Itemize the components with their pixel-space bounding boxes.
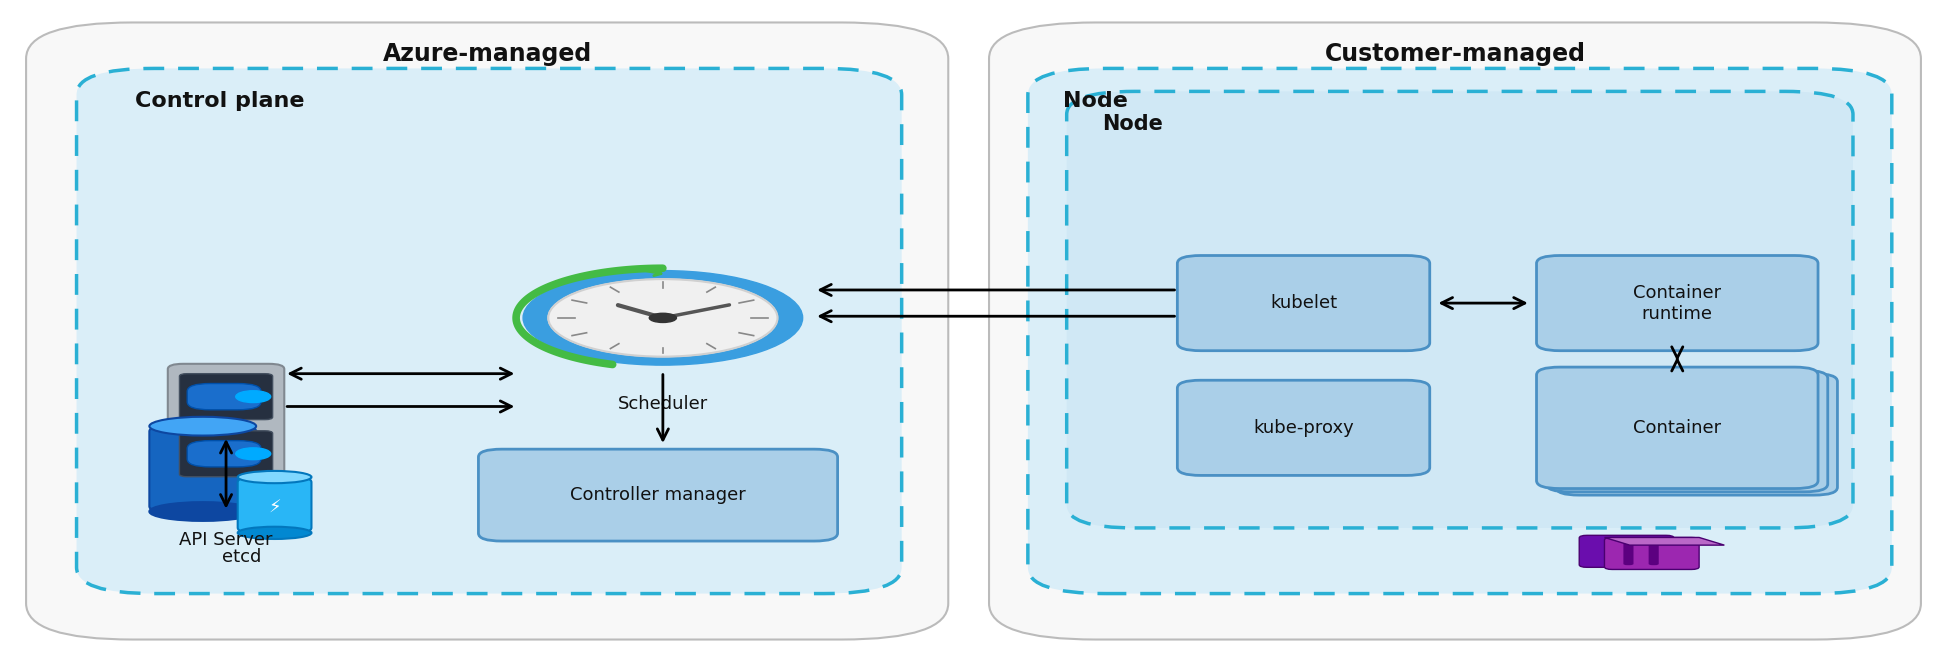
FancyBboxPatch shape: [479, 449, 837, 541]
Text: etcd: etcd: [222, 547, 261, 565]
FancyBboxPatch shape: [989, 23, 1922, 639]
Polygon shape: [1604, 538, 1725, 545]
FancyBboxPatch shape: [1178, 256, 1429, 351]
FancyBboxPatch shape: [1536, 256, 1818, 351]
FancyBboxPatch shape: [25, 23, 948, 639]
Text: Control plane: Control plane: [134, 91, 304, 111]
Text: kube-proxy: kube-proxy: [1254, 419, 1353, 437]
FancyBboxPatch shape: [1536, 367, 1818, 489]
Circle shape: [236, 391, 271, 402]
FancyBboxPatch shape: [1624, 542, 1634, 565]
FancyBboxPatch shape: [150, 426, 257, 512]
Circle shape: [549, 279, 777, 357]
Ellipse shape: [238, 471, 312, 483]
Text: kubelet: kubelet: [1269, 294, 1338, 312]
Ellipse shape: [238, 527, 312, 539]
Text: Controller manager: Controller manager: [570, 486, 746, 504]
FancyBboxPatch shape: [1028, 68, 1892, 594]
Text: Node: Node: [1102, 115, 1162, 134]
FancyBboxPatch shape: [1604, 538, 1700, 569]
FancyBboxPatch shape: [76, 68, 901, 594]
FancyBboxPatch shape: [1579, 536, 1674, 567]
Text: API Server: API Server: [179, 531, 273, 549]
FancyBboxPatch shape: [187, 441, 261, 467]
Text: Container: Container: [1634, 419, 1721, 437]
FancyBboxPatch shape: [1067, 91, 1854, 528]
FancyBboxPatch shape: [238, 477, 312, 533]
FancyBboxPatch shape: [187, 383, 261, 410]
FancyBboxPatch shape: [1649, 542, 1659, 565]
FancyBboxPatch shape: [167, 364, 284, 508]
FancyBboxPatch shape: [1556, 373, 1838, 495]
Ellipse shape: [150, 417, 257, 436]
Ellipse shape: [150, 502, 257, 521]
FancyBboxPatch shape: [179, 431, 273, 477]
Circle shape: [524, 271, 802, 365]
Text: Node: Node: [1063, 91, 1127, 111]
Text: ⚡: ⚡: [269, 499, 280, 517]
Circle shape: [236, 448, 271, 459]
Text: Customer-managed: Customer-managed: [1324, 42, 1585, 66]
Text: Container
runtime: Container runtime: [1634, 284, 1721, 322]
Text: Azure-managed: Azure-managed: [382, 42, 592, 66]
FancyBboxPatch shape: [1546, 370, 1828, 492]
Circle shape: [648, 313, 676, 322]
FancyBboxPatch shape: [179, 373, 273, 420]
FancyBboxPatch shape: [1178, 380, 1429, 475]
Text: Scheduler: Scheduler: [617, 395, 709, 412]
